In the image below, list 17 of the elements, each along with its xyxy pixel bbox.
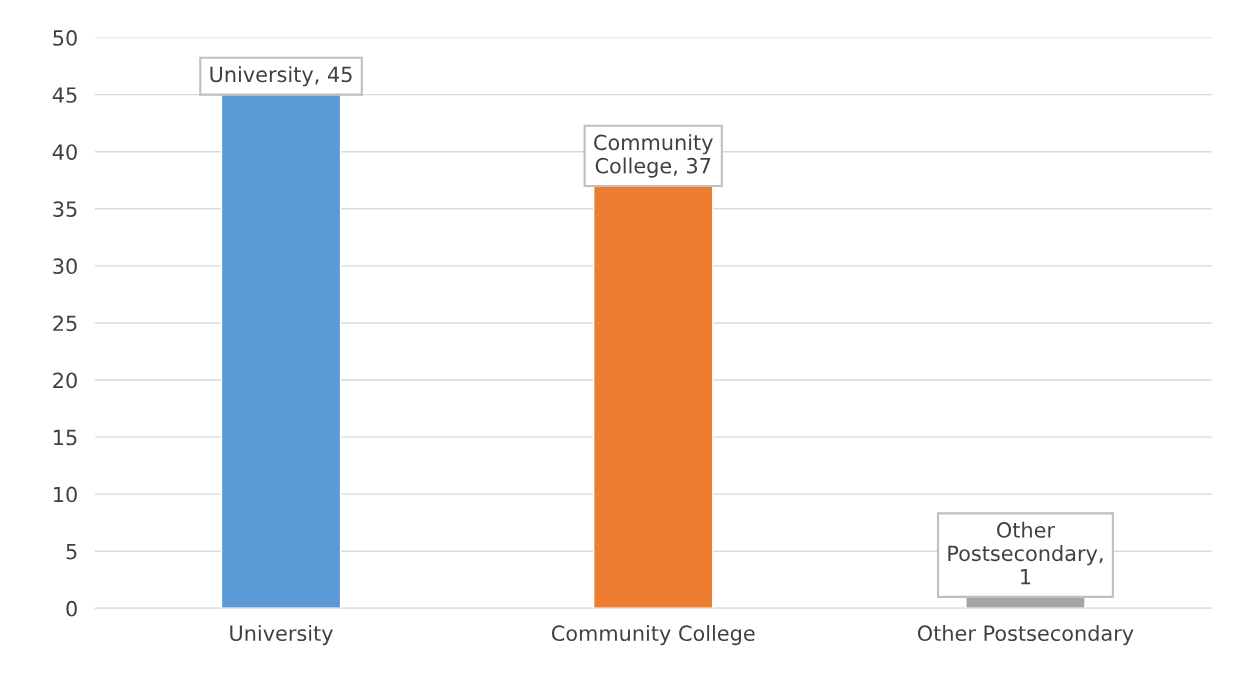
y-tick-label: 25 — [53, 315, 77, 332]
y-tick-label: 40 — [52, 144, 77, 160]
y-tick-label: 35 — [53, 201, 77, 218]
y-tick-label: 10 — [54, 486, 77, 503]
x-tick-label: University — [230, 624, 333, 646]
y-tick-label: 5 — [66, 543, 77, 560]
x-tick-label: Community College — [551, 624, 755, 646]
data-label: University, 45 — [210, 66, 352, 87]
y-tick-label: 20 — [53, 372, 77, 389]
y-tick-label: 30 — [53, 258, 77, 275]
y-tick-label: 15 — [54, 429, 77, 446]
y-tick-label: 0 — [66, 600, 77, 617]
x-tick-label: Other Postsecondary — [917, 624, 1134, 646]
data-label: Community College, 37 — [594, 134, 713, 178]
data-label: Other Postsecondary, 1 — [948, 521, 1103, 585]
y-tick-label: 50 — [53, 30, 77, 46]
y-tick-label: 45 — [52, 87, 77, 103]
